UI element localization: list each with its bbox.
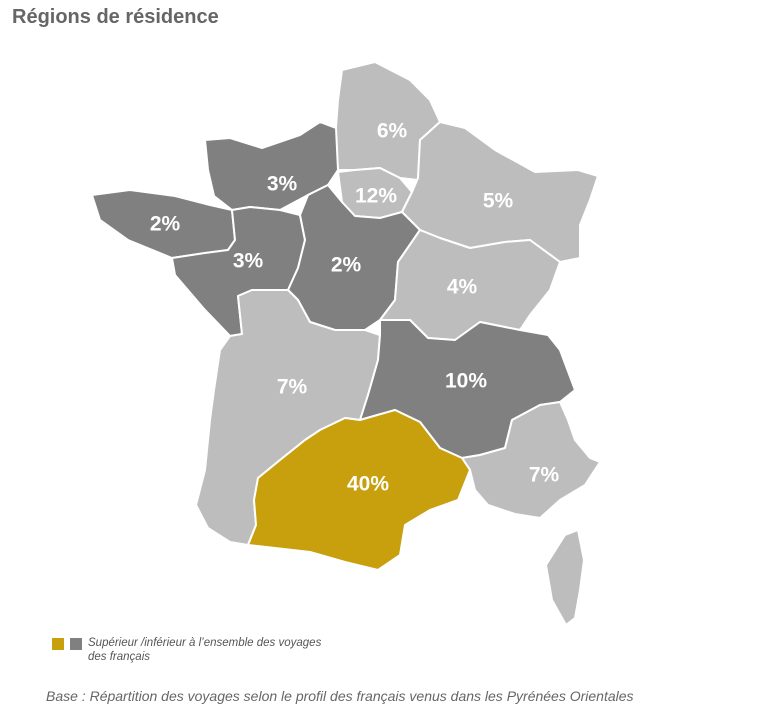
- region-label-rhone-alpes: 10%: [445, 370, 487, 393]
- region-label-centre: 2%: [331, 254, 362, 277]
- legend: Supérieur /inférieur à l’ensemble des vo…: [52, 636, 338, 664]
- region-corse: [545, 529, 585, 626]
- region-sud: [247, 409, 471, 571]
- region-label-sud-ouest: 7%: [277, 376, 308, 399]
- region-label-est: 5%: [483, 190, 514, 213]
- footnote: Base : Répartition des voyages selon le …: [46, 688, 634, 704]
- region-label-normandie: 3%: [267, 173, 298, 196]
- labels-layer: 6% 3% 12% 5% 2% 3% 2% 4% 7% 10% 7% 40%: [150, 120, 560, 496]
- legend-swatch-above-below: [70, 638, 82, 650]
- regions-layer: [91, 61, 601, 626]
- region-sud-est: [461, 401, 601, 519]
- region-label-bourgogne: 4%: [447, 276, 478, 299]
- chart-title: Régions de résidence: [12, 6, 219, 28]
- legend-swatch-highlight: [52, 638, 64, 650]
- region-label-nord: 6%: [377, 120, 408, 143]
- region-label-bretagne: 2%: [150, 213, 181, 236]
- region-label-sud-est: 7%: [529, 464, 560, 487]
- region-label-sud: 40%: [347, 473, 389, 496]
- region-label-pays-de-la-loire: 3%: [233, 250, 264, 273]
- legend-text: Supérieur /inférieur à l’ensemble des vo…: [88, 637, 322, 663]
- region-label-ile-de-france: 12%: [355, 185, 397, 208]
